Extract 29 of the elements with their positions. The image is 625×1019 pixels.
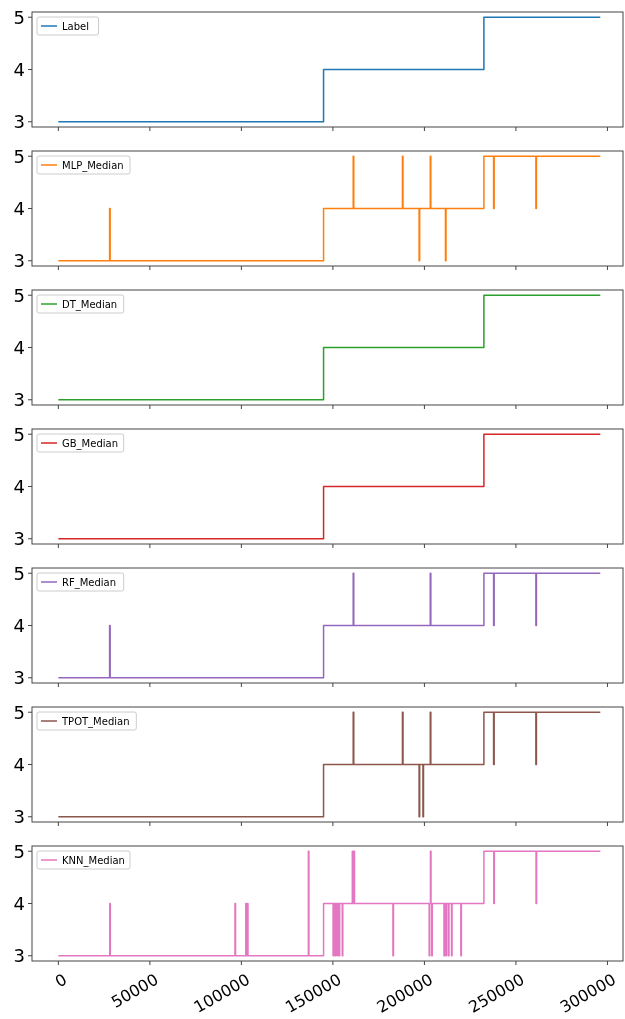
y-tick-label: 3 — [13, 250, 25, 272]
y-tick-label: 5 — [13, 145, 25, 167]
y-tick-label: 5 — [13, 701, 25, 723]
legend-label: TPOT_Median — [61, 715, 130, 728]
y-tick-label: 4 — [13, 475, 25, 497]
y-tick-label: 3 — [13, 806, 25, 828]
y-tick-label: 4 — [13, 197, 25, 219]
y-tick-label: 5 — [13, 562, 25, 584]
y-tick-label: 4 — [13, 58, 25, 80]
legend-label: DT_Median — [62, 298, 118, 311]
legend-label: RF_Median — [62, 576, 117, 589]
y-tick-label: 4 — [13, 614, 25, 636]
y-tick-label: 5 — [13, 6, 25, 28]
x-tick-label: 0 — [51, 969, 70, 992]
y-tick-label: 4 — [13, 753, 25, 775]
y-tick-label: 3 — [13, 389, 25, 411]
y-tick-label: 4 — [13, 336, 25, 358]
y-tick-label: 5 — [13, 423, 25, 445]
legend-label: KNN_Median — [62, 854, 125, 867]
legend-label: GB_Median — [62, 437, 118, 450]
y-tick-label: 3 — [13, 945, 25, 967]
legend-label: Label — [62, 20, 89, 32]
y-tick-label: 5 — [13, 284, 25, 306]
y-tick-label: 5 — [13, 840, 25, 862]
y-tick-label: 3 — [13, 111, 25, 133]
y-tick-label: 3 — [13, 667, 25, 689]
legend-label: MLP_Median — [62, 159, 124, 172]
y-tick-label: 3 — [13, 528, 25, 550]
y-tick-label: 4 — [13, 892, 25, 914]
